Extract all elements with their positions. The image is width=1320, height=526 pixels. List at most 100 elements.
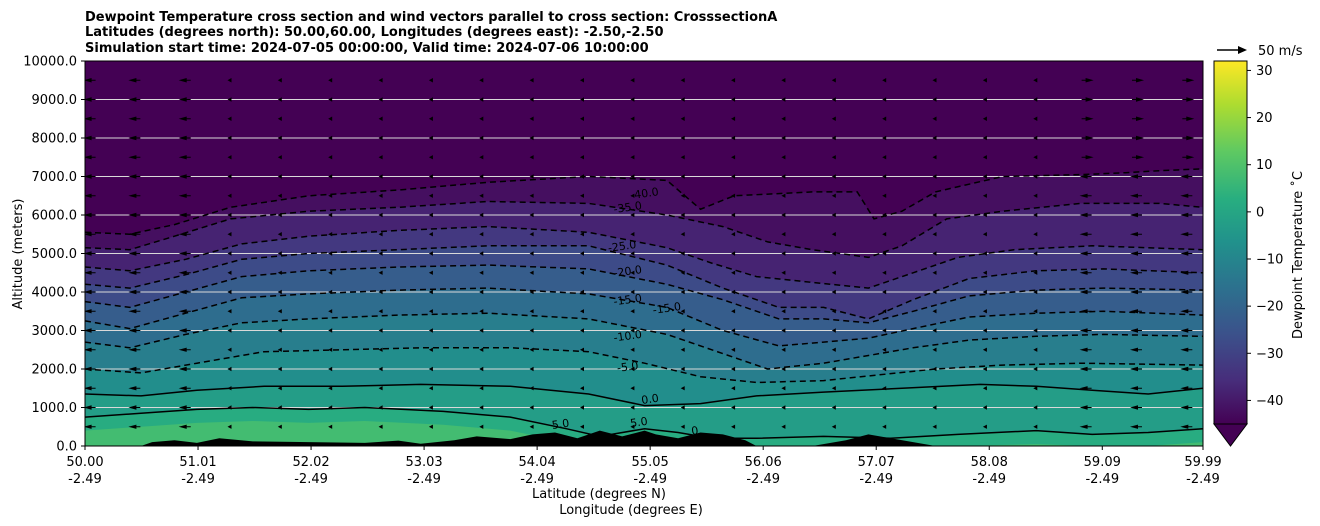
wind-arrow	[529, 212, 534, 218]
wind-arrow	[680, 347, 685, 352]
wind-arrow	[1079, 386, 1088, 391]
wind-arrow	[529, 155, 534, 160]
x-tick-label-lat: 56.06	[745, 455, 782, 470]
wind-arrow	[128, 405, 137, 410]
wind-arrow	[529, 289, 534, 295]
wind-arrow	[630, 232, 635, 237]
wind-arrow	[227, 405, 232, 410]
wind-arrow	[227, 232, 232, 237]
x-tick-label-lon: -2.49	[407, 472, 441, 487]
wind-arrow	[580, 366, 584, 372]
wind-arrow	[1079, 347, 1088, 352]
wind-arrow	[277, 386, 282, 391]
wind-arrow	[932, 424, 937, 429]
wind-arrow	[580, 328, 584, 333]
wind-arrow	[630, 251, 635, 256]
wind-arrow	[1079, 212, 1088, 218]
wind-arrow	[781, 97, 786, 102]
wind-arrow	[580, 270, 584, 275]
x-tick-label-lon: -2.49	[520, 472, 554, 487]
wind-arrow	[781, 270, 786, 275]
wind-arrow	[680, 193, 685, 198]
wind-arrow	[580, 78, 584, 83]
wind-arrow	[932, 366, 937, 372]
wind-arrow	[1186, 155, 1195, 160]
wind-arrow	[428, 251, 433, 256]
wind-arrow	[1033, 232, 1038, 237]
wind-arrow	[932, 232, 937, 237]
wind-arrow	[178, 424, 187, 429]
wind-arrow	[128, 309, 137, 314]
wind-arrow	[731, 97, 736, 102]
wind-arrow	[982, 347, 987, 352]
wind-arrow	[1180, 174, 1189, 179]
wind-arrow	[328, 232, 333, 237]
wind-arrow	[227, 97, 232, 102]
wind-arrow	[1033, 193, 1038, 198]
wind-arrow	[428, 366, 433, 372]
colorbar-tick-label: −20	[1256, 300, 1283, 315]
wind-arrow	[982, 232, 987, 237]
wind-arrow	[1033, 328, 1038, 333]
wind-arrow	[328, 174, 333, 179]
wind-arrow	[781, 155, 786, 160]
wind-arrow	[227, 251, 232, 256]
wind-arrow	[1180, 328, 1189, 333]
wind-arrow	[128, 347, 137, 352]
y-tick-label: 10000.0	[23, 55, 77, 70]
wind-arrow	[680, 97, 685, 102]
wind-arrow	[831, 97, 836, 102]
contour-line--20	[85, 264, 1203, 324]
wind-arrow	[178, 405, 187, 410]
wind-arrow	[85, 270, 92, 275]
wind-arrow	[529, 328, 534, 333]
x-tick-label-lon: -2.49	[1085, 472, 1119, 487]
wind-arrow	[781, 212, 786, 218]
wind-arrow	[1085, 78, 1094, 83]
wind-arrow	[781, 174, 786, 179]
wind-arrow	[178, 116, 187, 121]
wind-arrow	[178, 78, 187, 83]
wind-arrow	[1033, 212, 1038, 218]
wind-arrow	[378, 251, 383, 256]
wind-arrow	[781, 232, 786, 237]
wind-arrow	[831, 193, 836, 198]
wind-arrow	[227, 328, 232, 333]
wind-arrow	[479, 328, 484, 333]
wind-arrow	[932, 347, 937, 352]
wind-arrow	[982, 78, 987, 83]
wind-arrow	[428, 328, 433, 333]
wind-arrow	[1033, 309, 1038, 314]
wind-arrow	[479, 116, 484, 121]
wind-arrow	[428, 424, 433, 429]
wind-arrow	[277, 424, 282, 429]
wind-arrow	[479, 78, 484, 83]
wind-arrow	[1079, 251, 1088, 256]
quiver-key-arrowhead	[1238, 46, 1247, 54]
wind-arrow	[428, 347, 433, 352]
wind-arrow	[1079, 366, 1088, 372]
contour-label: -15.0	[613, 292, 643, 309]
wind-arrow	[1033, 251, 1038, 256]
wind-arrow	[277, 251, 282, 256]
wind-arrow	[580, 97, 584, 102]
wind-arrow	[731, 309, 736, 314]
wind-arrow	[932, 386, 937, 391]
x-axis-label-lat: Latitude (degrees N)	[532, 487, 666, 502]
wind-arrow	[277, 135, 282, 141]
wind-arrow	[479, 424, 484, 429]
wind-arrow	[982, 212, 987, 218]
wind-arrow	[680, 232, 685, 237]
wind-arrow	[781, 309, 786, 314]
wind-arrow	[529, 193, 534, 198]
y-tick-label: 2000.0	[32, 363, 78, 378]
wind-arrow	[428, 135, 433, 141]
wind-arrow	[227, 347, 232, 352]
wind-arrow	[328, 347, 333, 352]
wind-arrow	[731, 366, 736, 372]
wind-arrow	[781, 386, 786, 391]
wind-arrow	[85, 155, 92, 160]
wind-arrow	[630, 135, 635, 141]
wind-arrow	[1180, 347, 1189, 352]
wind-arrow	[781, 347, 786, 352]
